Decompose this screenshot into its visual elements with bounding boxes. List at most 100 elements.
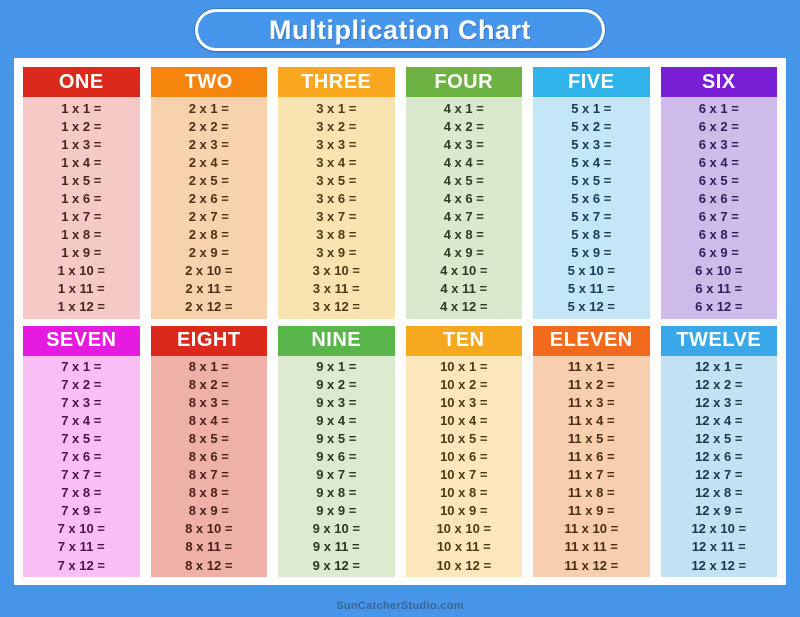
equation-cell: 9 x 1 = bbox=[316, 359, 357, 375]
equation-cell: 8 x 1 = bbox=[188, 359, 229, 375]
equation-cell: 11 x 5 = bbox=[567, 431, 615, 447]
table-header: SEVEN bbox=[23, 325, 140, 356]
equation-cell: 7 x 7 = bbox=[61, 467, 102, 483]
equation-cell: 3 x 1 = bbox=[316, 100, 357, 116]
equation-cell: 6 x 5 = bbox=[698, 172, 739, 188]
table-body: 11 x 1 = 11 x 2 = 11 x 3 = 11 x 4 = 11 x 5 =… bbox=[533, 355, 650, 577]
equation-cell: 2 x 2 = bbox=[188, 118, 229, 134]
equation-cell: 9 x 6 = bbox=[316, 449, 357, 465]
equation-cell: 9 x 11 = bbox=[312, 539, 360, 555]
equation-cell: 2 x 3 = bbox=[188, 136, 229, 152]
table-six: SIX 6 x 1 = 6 x 2 = 6 x 3 = 6 x 4 = 6 x 5 = 6 … bbox=[660, 67, 777, 319]
table-header: FIVE bbox=[533, 67, 650, 97]
table-body: 1 x 1 = 1 x 2 = 1 x 3 = 1 x 4 = 1 x 5 = 1 x 6… bbox=[23, 97, 140, 319]
equation-cell: 12 x 5 = bbox=[695, 431, 743, 447]
table-two: TWO 2 x 1 = 2 x 2 = 2 x 3 = 2 x 4 = 2 x 5 = 2 … bbox=[150, 67, 267, 319]
equation-cell: 1 x 6 = bbox=[61, 190, 102, 206]
tables-grid: ONE 1 x 1 = 1 x 2 = 1 x 3 = 1 x 4 = 1 x 5 = 1 … bbox=[23, 67, 777, 577]
table-four: FOUR 4 x 1 = 4 x 2 = 4 x 3 = 4 x 4 = 4 x 5 = 4… bbox=[405, 67, 522, 319]
equation-cell: 1 x 9 = bbox=[61, 244, 102, 260]
table-ten: TEN 10 x 1 = 10 x 2 = 10 x 3 = 10 x 4 = 10 x … bbox=[405, 325, 522, 577]
equation-cell: 7 x 8 = bbox=[61, 485, 102, 501]
table-body: 5 x 1 = 5 x 2 = 5 x 3 = 5 x 4 = 5 x 5 = 5 x 6… bbox=[533, 97, 650, 319]
equation-cell: 5 x 6 = bbox=[571, 190, 612, 206]
equation-cell: 9 x 5 = bbox=[316, 431, 357, 447]
equation-cell: 7 x 5 = bbox=[61, 431, 102, 447]
equation-cell: 11 x 9 = bbox=[567, 503, 615, 519]
table-header: ELEVEN bbox=[533, 325, 650, 356]
equation-cell: 12 x 8 = bbox=[695, 485, 743, 501]
equation-cell: 5 x 8 = bbox=[571, 226, 612, 242]
table-header: TEN bbox=[405, 325, 522, 356]
equation-cell: 9 x 12 = bbox=[312, 557, 360, 573]
equation-cell: 2 x 6 = bbox=[188, 190, 229, 206]
equation-cell: 8 x 3 = bbox=[188, 395, 229, 411]
equation-cell: 3 x 8 = bbox=[316, 226, 357, 242]
equation-cell: 10 x 3 = bbox=[440, 395, 488, 411]
equation-cell: 6 x 7 = bbox=[698, 208, 739, 224]
equation-cell: 6 x 12 = bbox=[695, 299, 743, 315]
table-header: SIX bbox=[660, 67, 777, 97]
table-twelve: TWELVE 12 x 1 = 12 x 2 = 12 x 3 = 12 x 4 = 12… bbox=[660, 325, 777, 577]
equation-cell: 4 x 5 = bbox=[443, 172, 484, 188]
table-body: 7 x 1 = 7 x 2 = 7 x 3 = 7 x 4 = 7 x 5 = 7 x 6… bbox=[23, 355, 140, 577]
table-header: TWELVE bbox=[660, 325, 777, 356]
equation-cell: 6 x 11 = bbox=[695, 280, 743, 296]
equation-cell: 5 x 7 = bbox=[571, 208, 612, 224]
equation-cell: 9 x 7 = bbox=[316, 467, 357, 483]
equation-cell: 8 x 6 = bbox=[188, 449, 229, 465]
table-five: FIVE 5 x 1 = 5 x 2 = 5 x 3 = 5 x 4 = 5 x 5 = 5… bbox=[533, 67, 650, 319]
equation-cell: 6 x 1 = bbox=[698, 100, 739, 116]
equation-cell: 11 x 12 = bbox=[564, 557, 619, 573]
table-body: 6 x 1 = 6 x 2 = 6 x 3 = 6 x 4 = 6 x 5 = 6 x 6… bbox=[660, 97, 777, 319]
equation-cell: 5 x 11 = bbox=[567, 280, 615, 296]
equation-cell: 10 x 4 = bbox=[440, 413, 488, 429]
table-eleven: ELEVEN 11 x 1 = 11 x 2 = 11 x 3 = 11 x 4 = 11… bbox=[533, 325, 650, 577]
equation-cell: 5 x 1 = bbox=[571, 100, 612, 116]
equation-cell: 4 x 12 = bbox=[440, 299, 488, 315]
table-three: THREE 3 x 1 = 3 x 2 = 3 x 3 = 3 x 4 = 3 x 5 =… bbox=[278, 67, 395, 319]
equation-cell: 1 x 3 = bbox=[61, 136, 102, 152]
equation-cell: 2 x 1 = bbox=[188, 100, 229, 116]
equation-cell: 5 x 5 = bbox=[571, 172, 612, 188]
equation-cell: 5 x 12 = bbox=[567, 299, 615, 315]
equation-cell: 2 x 7 = bbox=[188, 208, 229, 224]
table-seven: SEVEN 7 x 1 = 7 x 2 = 7 x 3 = 7 x 4 = 7 x 5 =… bbox=[23, 325, 140, 577]
equation-cell: 9 x 3 = bbox=[316, 395, 357, 411]
table-body: 2 x 1 = 2 x 2 = 2 x 3 = 2 x 4 = 2 x 5 = 2 x 6… bbox=[150, 97, 267, 319]
equation-cell: 6 x 6 = bbox=[698, 190, 739, 206]
equation-cell: 4 x 11 = bbox=[440, 280, 488, 296]
equation-cell: 1 x 5 = bbox=[61, 172, 102, 188]
equation-cell: 4 x 9 = bbox=[443, 244, 484, 260]
equation-cell: 4 x 2 = bbox=[443, 118, 484, 134]
equation-cell: 5 x 3 = bbox=[571, 136, 612, 152]
equation-cell: 6 x 4 = bbox=[698, 154, 739, 170]
title-banner: Multiplication Chart bbox=[195, 9, 605, 51]
equation-cell: 11 x 11 = bbox=[564, 539, 618, 555]
equation-cell: 10 x 11 = bbox=[436, 539, 491, 555]
equation-cell: 1 x 2 = bbox=[61, 118, 102, 134]
equation-cell: 1 x 10 = bbox=[57, 262, 105, 278]
equation-cell: 2 x 4 = bbox=[188, 154, 229, 170]
equation-cell: 11 x 10 = bbox=[564, 521, 619, 537]
equation-cell: 12 x 9 = bbox=[695, 503, 743, 519]
table-body: 9 x 1 = 9 x 2 = 9 x 3 = 9 x 4 = 9 x 5 = 9 x 6… bbox=[278, 355, 395, 577]
equation-cell: 4 x 4 = bbox=[443, 154, 484, 170]
equation-cell: 9 x 8 = bbox=[316, 485, 357, 501]
equation-cell: 4 x 1 = bbox=[443, 100, 484, 116]
equation-cell: 2 x 5 = bbox=[188, 172, 229, 188]
equation-cell: 12 x 11 = bbox=[691, 539, 746, 555]
page-title: Multiplication Chart bbox=[269, 14, 531, 45]
equation-cell: 7 x 1 = bbox=[61, 359, 102, 375]
equation-cell: 6 x 8 = bbox=[698, 226, 739, 242]
equation-cell: 10 x 8 = bbox=[440, 485, 488, 501]
equation-cell: 7 x 12 = bbox=[57, 557, 105, 573]
equation-cell: 4 x 6 = bbox=[443, 190, 484, 206]
equation-cell: 7 x 10 = bbox=[57, 521, 105, 537]
equation-cell: 7 x 3 = bbox=[61, 395, 102, 411]
equation-cell: 1 x 1 = bbox=[61, 100, 102, 116]
equation-cell: 10 x 9 = bbox=[440, 503, 488, 519]
equation-cell: 2 x 9 = bbox=[188, 244, 229, 260]
equation-cell: 1 x 11 = bbox=[57, 280, 105, 296]
table-body: 4 x 1 = 4 x 2 = 4 x 3 = 4 x 4 = 4 x 5 = 4 x 6… bbox=[405, 97, 522, 319]
